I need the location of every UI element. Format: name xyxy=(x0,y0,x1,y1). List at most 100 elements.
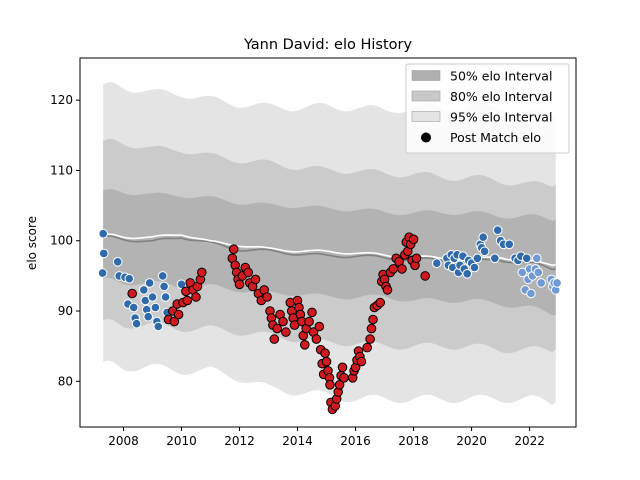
data-point xyxy=(250,274,261,285)
data-point xyxy=(182,295,193,306)
data-point xyxy=(157,271,168,281)
data-point xyxy=(128,302,139,313)
y-tick-label: 110 xyxy=(50,163,73,177)
data-point xyxy=(304,316,314,327)
y-axis-label: elo score xyxy=(25,216,39,270)
data-point xyxy=(191,292,201,302)
legend-label: 80% elo Interval xyxy=(450,89,552,104)
data-point xyxy=(536,278,547,288)
data-point xyxy=(382,285,393,295)
x-tick-label: 2008 xyxy=(108,434,139,448)
data-point xyxy=(234,279,245,290)
data-point xyxy=(228,244,239,254)
data-point xyxy=(131,318,142,329)
data-point xyxy=(533,267,544,278)
data-point xyxy=(365,334,375,344)
data-point xyxy=(112,257,123,267)
data-point xyxy=(97,268,108,278)
data-point xyxy=(269,334,280,344)
data-point xyxy=(159,281,169,292)
legend-box xyxy=(405,63,570,154)
plot-area xyxy=(79,57,577,428)
y-tick-label: 80 xyxy=(58,374,73,388)
data-point xyxy=(197,267,207,278)
data-point xyxy=(300,340,310,350)
legend-swatch xyxy=(411,111,441,122)
legend-swatch xyxy=(411,90,441,102)
x-tick-label: 2022 xyxy=(514,434,545,448)
data-point xyxy=(314,321,325,332)
y-tick-label: 120 xyxy=(50,93,73,107)
data-point xyxy=(311,334,322,344)
legend: 50% elo Interval 80% elo Interval 95% elo … xyxy=(405,63,570,154)
data-point xyxy=(462,269,473,279)
data-point xyxy=(356,356,367,367)
data-point xyxy=(320,348,330,359)
data-point xyxy=(334,380,345,390)
data-point xyxy=(469,262,480,273)
x-tick-label: 2018 xyxy=(398,434,429,448)
x-tick-label: 2012 xyxy=(224,434,255,448)
data-point xyxy=(397,264,407,274)
data-point xyxy=(411,253,422,264)
data-point xyxy=(408,234,419,245)
data-point xyxy=(169,316,180,327)
data-point xyxy=(124,273,135,284)
legend-swatch xyxy=(411,70,441,81)
data-point xyxy=(272,323,283,334)
data-point xyxy=(490,253,500,264)
legend-marker xyxy=(421,132,431,143)
data-point xyxy=(375,297,386,308)
x-tick-label: 2014 xyxy=(282,434,313,448)
legend-label: 95% elo Interval xyxy=(450,110,552,125)
data-point xyxy=(160,292,171,302)
data-point xyxy=(420,271,431,281)
data-point xyxy=(153,321,164,332)
x-axis-ticks: 2008 2010 2012 2014 2016 2018 2020 2022 xyxy=(108,427,545,448)
data-point xyxy=(479,246,490,257)
legend-label: Post Match elo xyxy=(450,130,541,145)
data-point xyxy=(243,267,253,278)
data-point xyxy=(432,258,442,269)
data-point xyxy=(521,253,532,264)
data-point xyxy=(281,327,291,337)
data-point xyxy=(139,285,149,295)
post-match-points xyxy=(97,225,562,415)
data-point xyxy=(472,253,483,264)
data-point xyxy=(368,314,378,325)
data-point xyxy=(262,292,272,302)
data-point xyxy=(173,309,184,320)
y-axis-ticks: 80 90 100 110 120 xyxy=(50,93,80,388)
data-point xyxy=(492,225,503,235)
x-tick-label: 2020 xyxy=(456,434,487,448)
data-point xyxy=(388,264,399,274)
data-point xyxy=(143,311,153,322)
legend-label: 50% elo Interval xyxy=(450,69,552,84)
data-point xyxy=(478,232,489,242)
data-point xyxy=(278,316,288,327)
data-point xyxy=(362,342,373,353)
axes-frame xyxy=(79,57,577,428)
data-point xyxy=(552,278,562,288)
data-point xyxy=(99,248,109,259)
chart-title: Yann David: elo History xyxy=(243,37,413,53)
data-point xyxy=(366,323,377,334)
data-point xyxy=(339,373,349,383)
data-point xyxy=(147,292,158,302)
data-point xyxy=(307,307,317,318)
y-tick-label: 100 xyxy=(50,234,73,248)
data-point xyxy=(337,362,348,373)
data-point xyxy=(98,228,108,239)
data-point xyxy=(325,380,335,390)
data-point xyxy=(532,253,542,264)
data-point xyxy=(504,239,515,250)
data-point xyxy=(321,356,332,367)
interval-bands xyxy=(103,81,556,406)
data-point xyxy=(127,288,137,299)
data-point xyxy=(526,288,536,299)
x-tick-label: 2016 xyxy=(340,434,371,448)
x-tick-label: 2010 xyxy=(166,434,197,448)
data-point xyxy=(150,302,161,313)
y-tick-label: 90 xyxy=(58,304,73,318)
